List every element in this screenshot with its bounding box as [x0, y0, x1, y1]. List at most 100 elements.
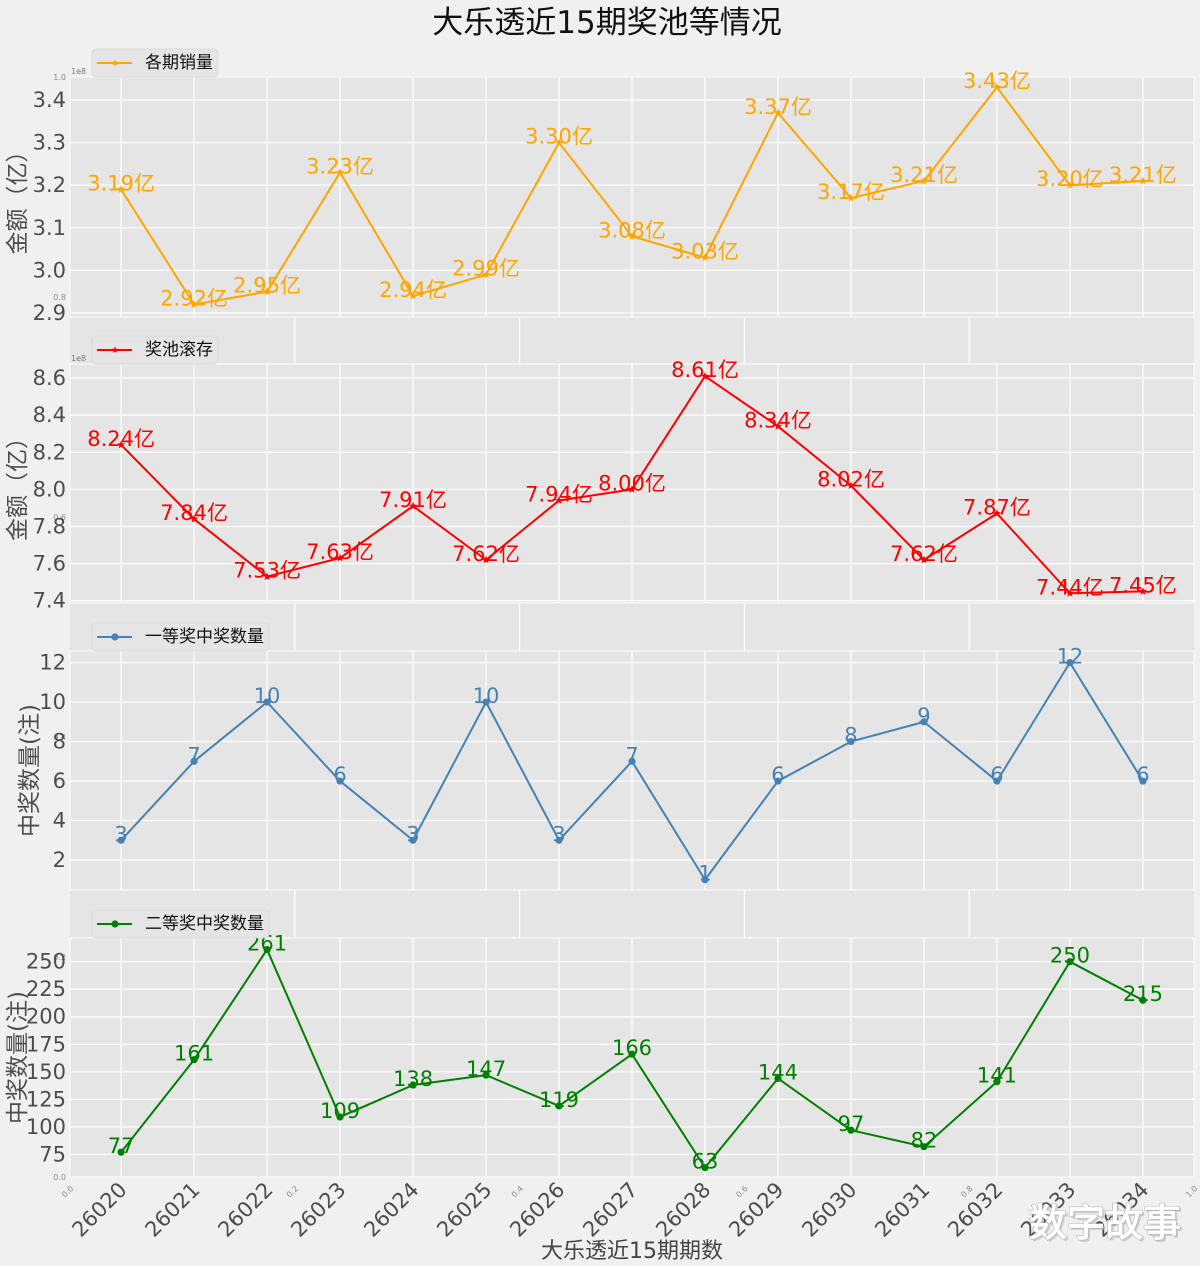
data-label: 7.63亿 [306, 540, 374, 564]
data-label: 3.43亿 [963, 69, 1031, 93]
legend-label: 各期销量 [145, 53, 213, 73]
ytick-label: 3.2 [33, 173, 66, 197]
data-label: 7 [625, 743, 638, 767]
data-point [263, 698, 271, 706]
ytick-label: 3.0 [33, 258, 66, 282]
ytick-label: 4 [53, 809, 66, 833]
data-label: 7.62亿 [452, 542, 520, 566]
data-label: 3.21亿 [1109, 163, 1177, 187]
data-label: 8.24亿 [87, 427, 155, 451]
watermark: 数字故事 [1029, 1201, 1181, 1245]
ytick-label: 200 [26, 1005, 66, 1029]
plot-layer: 0.0 0.2 0.4 0.6 0.8 1.00.00.20.40.60.81.02.93… [5, 48, 1199, 1242]
data-label: 6 [333, 763, 346, 787]
legend-box [91, 48, 219, 78]
data-point [190, 300, 199, 308]
ytick-label: 7.6 [33, 552, 66, 576]
data-point [700, 253, 709, 262]
data-point [992, 509, 1001, 517]
data-point [117, 836, 125, 844]
legend: 一等奖中奖数量 [91, 622, 270, 652]
data-label: 10 [473, 684, 500, 708]
data-label: 3.20亿 [1036, 167, 1104, 191]
data-point [482, 698, 490, 706]
data-point [993, 1078, 1001, 1086]
legend-box [91, 335, 219, 365]
ytick-label: 7.4 [33, 589, 66, 613]
ytick-label: 3.1 [33, 216, 66, 240]
ytick-label: 12 [39, 651, 66, 675]
data-label: 3.03亿 [671, 240, 739, 264]
data-label: 12 [1057, 645, 1084, 669]
data-point [993, 777, 1001, 785]
data-label: 3 [406, 822, 419, 846]
data-label: 215 [1123, 982, 1163, 1006]
legend-label: 奖池滚存 [145, 340, 213, 360]
data-label: 3.30亿 [525, 125, 593, 149]
y-axis-label: 中奖数量(注) [5, 991, 31, 1124]
data-point [1066, 958, 1074, 966]
data-label: 2.92亿 [160, 286, 228, 310]
data-label: 7.53亿 [233, 559, 301, 583]
data-label: 3.17亿 [817, 180, 885, 204]
ytick-label: 3.3 [33, 131, 66, 155]
data-point [920, 1143, 928, 1151]
data-label: 7 [187, 743, 200, 767]
data-label: 6 [771, 763, 784, 787]
data-label: 7.94亿 [525, 483, 593, 507]
y-axis-label: 中奖数量(注) [17, 704, 43, 837]
data-point [190, 514, 199, 523]
data-point [409, 291, 418, 300]
data-label: 3.08亿 [598, 218, 666, 242]
data-label: 6 [990, 763, 1003, 787]
legend-marker [111, 920, 119, 928]
data-point [1138, 587, 1147, 595]
data-point [336, 1113, 344, 1121]
data-point [628, 232, 636, 240]
data-point [1065, 589, 1074, 597]
data-label: 2.95亿 [233, 274, 301, 298]
data-point [409, 501, 418, 510]
data-label: 138 [393, 1067, 433, 1091]
data-label: 141 [977, 1064, 1017, 1088]
legend: 奖池滚存 [91, 335, 219, 365]
data-point [336, 553, 345, 562]
data-label: 9 [917, 704, 930, 728]
data-point [263, 572, 272, 580]
offset-label: 1e8 [71, 354, 86, 363]
legend: 二等奖中奖数量 [91, 909, 270, 939]
data-point [628, 757, 636, 765]
data-label: 7.44亿 [1036, 575, 1104, 599]
data-label: 7.62亿 [890, 542, 958, 566]
data-point [1138, 176, 1147, 185]
data-label: 166 [612, 1036, 652, 1060]
data-point [336, 777, 344, 785]
data-label: 3 [114, 822, 127, 846]
data-label: 147 [466, 1057, 506, 1081]
data-label: 161 [174, 1042, 214, 1066]
data-point [919, 176, 928, 185]
ytick-label: 100 [26, 1115, 66, 1139]
data-point [628, 1050, 636, 1058]
data-point [555, 1102, 563, 1110]
data-label: 7.84亿 [160, 501, 228, 525]
data-point [1139, 777, 1147, 785]
data-point [992, 83, 1001, 91]
background-ytick-label: 0.6 [53, 513, 66, 522]
subplot-1: 2.9 3.0 3.1 3.2 3.3 3.4 金额（亿） 1e8 3.19亿 2.92亿2.95… [5, 48, 1195, 325]
data-label: 119 [539, 1088, 579, 1112]
offset-label: 1e8 [71, 67, 86, 76]
ytick-label: 150 [26, 1060, 66, 1084]
data-label: 3.37亿 [744, 95, 812, 119]
background-ytick-label: 0.8 [53, 293, 66, 302]
ytick-label: 3.4 [33, 88, 66, 112]
background-ytick-label: 0.4 [53, 733, 66, 742]
ytick-label: 2 [53, 848, 66, 872]
data-label: 250 [1050, 944, 1090, 968]
data-label: 2.99亿 [452, 257, 520, 281]
legend-label: 一等奖中奖数量 [145, 627, 264, 647]
data-label: 7.87亿 [963, 495, 1031, 519]
data-point [117, 185, 126, 193]
data-point [336, 168, 345, 176]
data-label: 8.02亿 [817, 468, 885, 492]
